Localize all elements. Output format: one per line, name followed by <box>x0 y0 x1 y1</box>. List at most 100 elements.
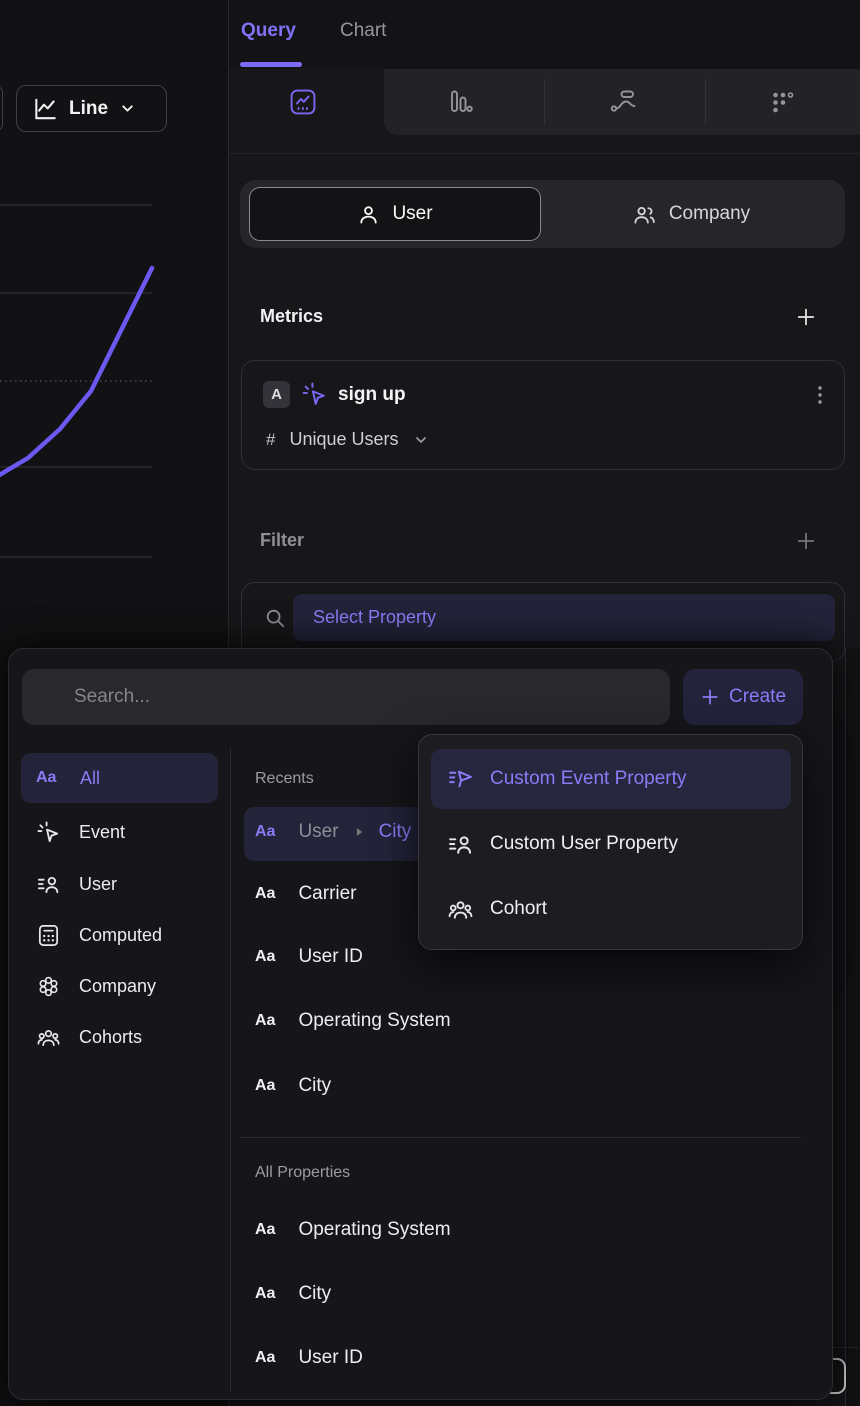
property-label: Carrier <box>298 883 357 904</box>
category-company[interactable]: Company <box>21 961 218 1011</box>
line-chart-icon <box>35 98 56 119</box>
property-item[interactable]: Aa City <box>255 1283 331 1305</box>
retention-tab-icon[interactable] <box>770 89 796 115</box>
aggregation-symbol: # <box>266 429 276 449</box>
category-label: All <box>80 767 101 788</box>
aa-glyph: Aa <box>255 1285 276 1302</box>
clipped-left-button[interactable] <box>0 85 3 132</box>
metric-menu-icon[interactable] <box>810 384 830 406</box>
create-button-label: Create <box>728 686 787 707</box>
property-label: User ID <box>298 1347 363 1368</box>
recent-item[interactable]: Aa City <box>255 1075 331 1097</box>
category-label: Event <box>79 821 126 842</box>
category-cohorts[interactable]: Cohorts <box>21 1012 218 1062</box>
recent-item[interactable]: Aa Operating System <box>255 1010 451 1032</box>
user-properties-icon <box>37 876 59 893</box>
category-user[interactable]: User <box>21 859 218 909</box>
aa-glyph: Aa <box>255 823 276 840</box>
view-type-tabs <box>229 69 860 135</box>
property-label: City <box>298 1283 332 1304</box>
category-event[interactable]: Event <box>21 807 218 857</box>
tab-query[interactable]: Query <box>241 20 296 41</box>
aa-glyph: Aa <box>255 948 276 965</box>
breadcrumb-leaf: City <box>378 821 412 842</box>
search-input[interactable] <box>22 669 670 725</box>
add-metric-icon[interactable] <box>795 306 817 328</box>
recent-item[interactable]: Aa User ID <box>255 946 363 968</box>
metrics-heading: Metrics <box>260 306 324 326</box>
entity-option-user[interactable]: User <box>249 187 541 241</box>
aa-glyph: Aa <box>255 1349 276 1366</box>
aa-glyph: Aa <box>255 1221 276 1238</box>
property-label: User ID <box>298 946 363 967</box>
breadcrumb-parent: User <box>298 821 339 842</box>
menu-item-custom-user-property[interactable]: Custom User Property <box>431 814 791 874</box>
aa-glyph: Aa <box>255 1077 276 1094</box>
window-right-gutter <box>846 648 860 1406</box>
flows-tab-icon[interactable] <box>610 89 636 115</box>
select-property-input[interactable]: Select Property <box>293 594 835 641</box>
view-tabs-inactive-block <box>384 69 860 135</box>
aggregation-label: Unique Users <box>289 429 399 449</box>
line-chart-preview <box>0 204 155 558</box>
entity-option-company[interactable]: Company <box>545 187 837 241</box>
panel-right-border <box>845 648 846 1406</box>
selected-recent-highlight <box>244 807 426 861</box>
tabs-bottom-hairline <box>229 153 860 154</box>
recents-heading: Recents <box>255 770 314 787</box>
section-divider <box>241 1137 801 1138</box>
property-label: City <box>298 1075 332 1096</box>
select-property-placeholder: Select Property <box>313 607 437 627</box>
category-label: Computed <box>79 924 163 945</box>
entity-company-label: Company <box>668 203 751 224</box>
category-label: Company <box>79 975 157 996</box>
custom-user-property-icon <box>449 835 472 854</box>
chart-type-dropdown[interactable]: Line <box>16 85 167 132</box>
chevron-down-icon <box>122 105 133 112</box>
series-letter-badge: A <box>263 381 290 408</box>
view-tab-separator <box>544 79 545 125</box>
panel-header: Query Chart <box>229 0 860 69</box>
property-item[interactable]: Aa Operating System <box>255 1219 451 1241</box>
property-label: Operating System <box>298 1219 451 1240</box>
recent-item[interactable]: Aa Carrier <box>255 883 357 905</box>
aggregation-dropdown[interactable]: # Unique Users <box>266 429 429 450</box>
occluded-panel-edge <box>833 1347 858 1348</box>
event-icon <box>37 820 59 842</box>
recent-item-user-city[interactable]: Aa User City <box>255 821 411 843</box>
menu-item-label: Cohort <box>490 898 548 919</box>
menu-item-label: Custom User Property <box>490 833 678 854</box>
tab-chart[interactable]: Chart <box>340 20 387 41</box>
company-icon <box>634 206 655 224</box>
category-all[interactable]: Aa All <box>21 753 218 803</box>
menu-item-cohort[interactable]: Cohort <box>431 879 791 939</box>
metric-card[interactable]: A sign up # Unique Users <box>241 360 845 470</box>
entity-toggle: User Company <box>240 180 845 248</box>
category-label: Cohorts <box>79 1026 143 1047</box>
property-item[interactable]: Aa User ID <box>255 1347 363 1369</box>
active-tab-underline <box>240 62 302 67</box>
event-icon <box>302 382 325 405</box>
cohort-icon <box>448 900 473 919</box>
add-filter-icon[interactable] <box>795 530 817 552</box>
funnels-tab-icon[interactable] <box>448 89 474 115</box>
company-flower-icon <box>39 976 58 996</box>
search-icon <box>266 609 285 628</box>
filter-heading: Filter <box>260 530 305 550</box>
custom-event-property-icon <box>449 770 472 787</box>
entity-user-label: User <box>392 203 433 224</box>
series-line-sign-up <box>0 265 155 478</box>
aa-glyph: Aa <box>255 885 276 902</box>
aa-glyph: Aa <box>255 1012 276 1029</box>
category-list-divider <box>230 747 231 1392</box>
menu-item-label: Custom Event Property <box>490 768 687 789</box>
breadcrumb-arrow-icon <box>356 828 362 836</box>
category-label: User <box>79 873 118 894</box>
property-label: Operating System <box>298 1010 451 1031</box>
insights-tab-icon[interactable] <box>290 89 316 115</box>
create-button[interactable]: Create <box>683 669 803 725</box>
create-context-menu: Custom Event Property Custom User Proper… <box>418 734 803 950</box>
category-computed[interactable]: Computed <box>21 910 218 960</box>
menu-item-custom-event-property[interactable]: Custom Event Property <box>431 749 791 809</box>
